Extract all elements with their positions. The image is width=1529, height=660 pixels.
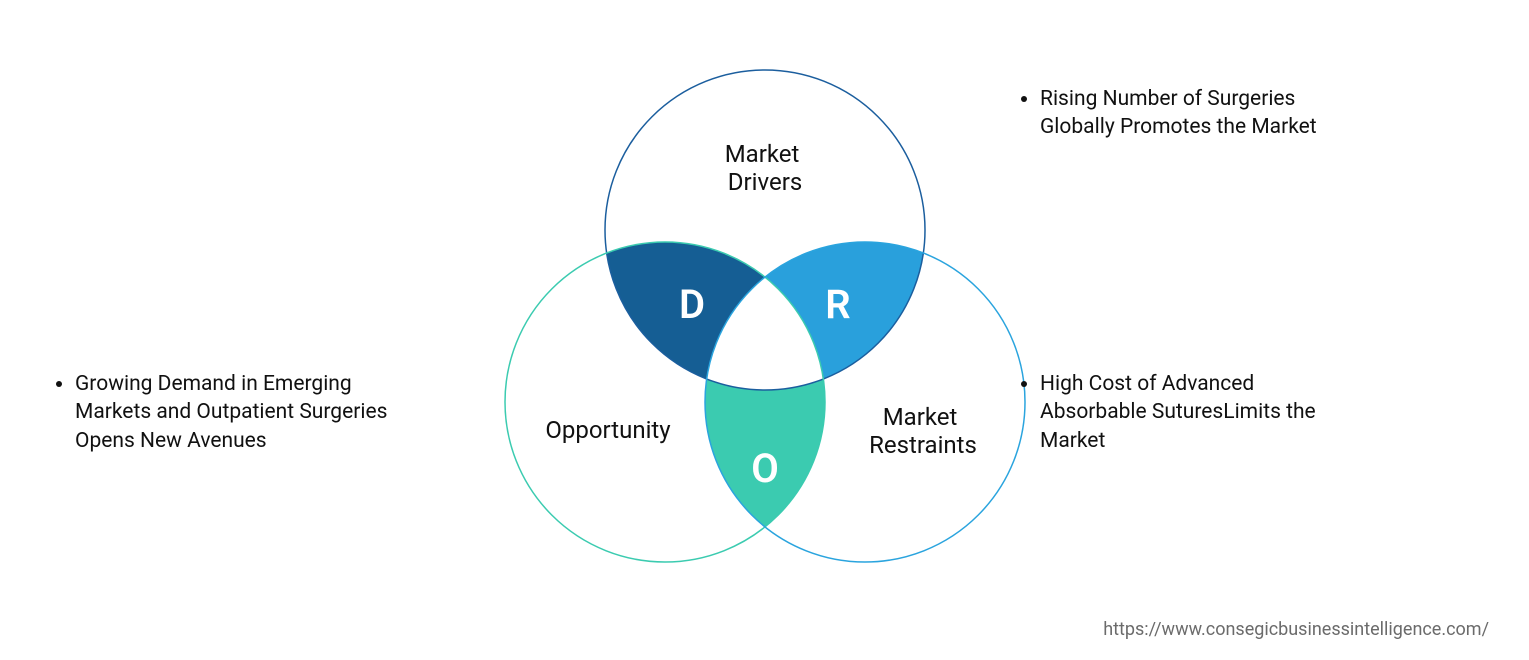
annotation-restraints-item: High Cost of Advanced Absorbable Sutures… [1040, 370, 1360, 455]
label-opportunity: Opportunity [545, 416, 671, 444]
label-market-restraints: Market Restraints [869, 403, 977, 459]
letter-d: D [678, 281, 704, 328]
letter-r: R [825, 281, 850, 328]
annotation-drivers: Rising Number of Surgeries Globally Prom… [1020, 85, 1360, 148]
annotation-drivers-item: Rising Number of Surgeries Globally Prom… [1040, 85, 1360, 142]
letter-o: O [751, 445, 779, 492]
label-market-drivers: Market Drivers [724, 140, 805, 196]
venn-diagram: Market Drivers Opportunity Market Restra… [445, 40, 1085, 620]
annotation-opportunity-item: Growing Demand in Emerging Markets and O… [75, 370, 395, 455]
source-url: https://www.consegicbusinessintelligence… [1103, 619, 1489, 640]
annotation-restraints: High Cost of Advanced Absorbable Sutures… [1020, 370, 1360, 461]
stage: Market Drivers Opportunity Market Restra… [0, 0, 1529, 660]
annotation-opportunity: Growing Demand in Emerging Markets and O… [55, 370, 395, 461]
